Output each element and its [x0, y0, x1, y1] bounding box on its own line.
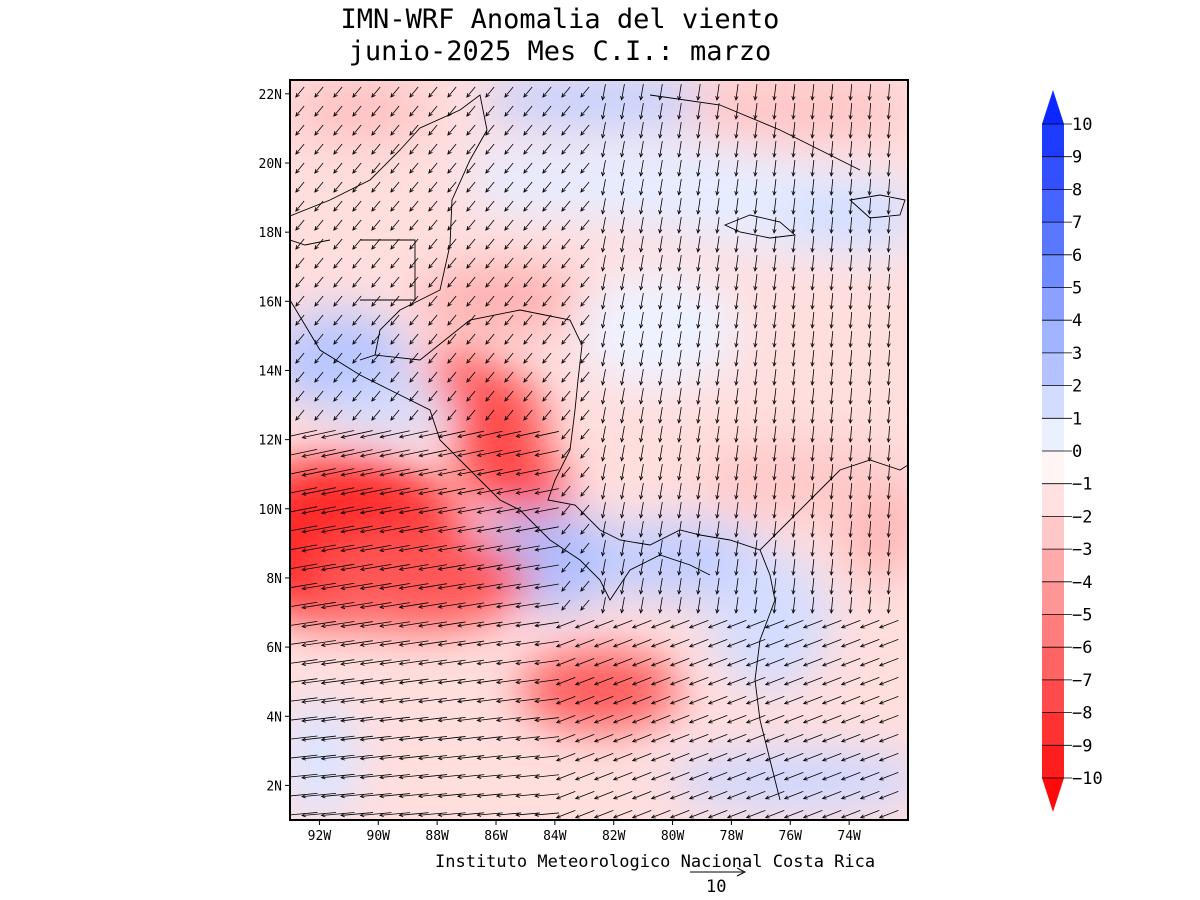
colorbar-under-arrow — [1042, 778, 1064, 812]
lat-tick-label: 16N — [259, 295, 282, 310]
colorbar-swatch — [1042, 156, 1064, 190]
colorbar-level-label: −7 — [1072, 671, 1092, 691]
colorbar-level-label: 9 — [1072, 148, 1082, 168]
wind-vector-field — [290, 83, 899, 819]
lat-tick-label: 18N — [259, 226, 282, 241]
lon-tick-label: 88W — [425, 829, 449, 844]
colorbar-swatch — [1042, 222, 1064, 255]
colorbar-level-label: 6 — [1072, 246, 1082, 266]
colorbar-level-label: −3 — [1072, 540, 1092, 560]
colorbar-level-label: 1 — [1072, 409, 1082, 429]
reference-vector — [690, 867, 747, 877]
map-title-line-1: IMN-WRF Anomalia del viento — [340, 4, 780, 35]
lon-tick-label: 76W — [779, 829, 803, 844]
lat-tick-label: 10N — [259, 503, 282, 518]
colorbar-swatch — [1042, 516, 1064, 550]
colorbar-level-label: 3 — [1072, 344, 1082, 364]
colorbar-level-label: −5 — [1072, 606, 1092, 626]
lon-tick-label: 84W — [543, 829, 567, 844]
colorbar-swatch — [1042, 712, 1064, 746]
credit-text: Instituto Meteorologico Nacional Costa R… — [435, 852, 876, 872]
lat-tick-label: 20N — [259, 157, 282, 172]
colorbar-level-label: 5 — [1072, 279, 1082, 299]
colorbar-level-label: −4 — [1072, 573, 1092, 593]
colorbar-swatch — [1042, 451, 1064, 484]
colorbar-level-label: 8 — [1072, 180, 1082, 200]
colorbar-swatch — [1042, 647, 1064, 680]
lat-tick-label: 12N — [259, 434, 282, 449]
lat-tick-label: 8N — [266, 572, 282, 587]
lon-tick-label: 82W — [602, 829, 626, 844]
colorbar-swatch — [1042, 124, 1064, 157]
colorbar-level-label: 2 — [1072, 377, 1082, 397]
colorbar-over-arrow — [1042, 90, 1064, 124]
colorbar-level-label: 7 — [1072, 213, 1082, 233]
colorbar-swatch — [1042, 483, 1064, 517]
lat-tick-label: 6N — [266, 641, 282, 656]
map-title-line-2: junio-2025 Mes C.I.: marzo — [348, 36, 772, 67]
colorbar-level-label: −1 — [1072, 475, 1092, 495]
lon-tick-label: 78W — [720, 829, 744, 844]
colorbar-swatch — [1042, 320, 1064, 353]
colorbar-level-label: −6 — [1072, 638, 1092, 658]
lon-tick-label: 90W — [367, 829, 391, 844]
coastlines — [290, 94, 908, 801]
colorbar-swatch — [1042, 254, 1064, 288]
colorbar-level-label: 4 — [1072, 311, 1082, 331]
colorbar-level-label: 0 — [1072, 442, 1082, 462]
lat-tick-label: 2N — [266, 779, 282, 794]
anomaly-shading — [290, 80, 908, 820]
lon-tick-label: 80W — [661, 829, 685, 844]
latitude-axis: 2N 4N 6N 8N 10N 12N 14N 16N 18N 20N 22N — [259, 88, 290, 794]
colorbar-level-label: −10 — [1072, 769, 1103, 789]
lat-tick-label: 14N — [259, 364, 282, 379]
reference-vector-label: 10 — [706, 877, 727, 897]
colorbar-swatch — [1042, 614, 1064, 648]
lat-tick-label: 22N — [259, 88, 282, 103]
colorbar-swatch — [1042, 352, 1064, 386]
map-frame — [289, 79, 909, 821]
longitude-axis: 92W 90W 88W 86W 84W 82W 80W 78W 76W 74W — [308, 820, 861, 844]
lat-tick-label: 4N — [266, 710, 282, 725]
colorbar-swatch — [1042, 549, 1064, 582]
colorbar-level-label: 10 — [1072, 115, 1092, 135]
colorbar-level-label: −8 — [1072, 704, 1092, 724]
colorbar-swatch — [1042, 581, 1064, 615]
colorbar-level-label: −2 — [1072, 507, 1092, 527]
colorbar-level-label: −9 — [1072, 736, 1092, 756]
colorbar-swatch — [1042, 189, 1064, 223]
colorbar-swatch — [1042, 385, 1064, 419]
colorbar-swatch — [1042, 287, 1064, 321]
colorbar-swatch — [1042, 418, 1064, 451]
lon-tick-label: 74W — [837, 829, 861, 844]
lon-tick-label: 86W — [484, 829, 508, 844]
colorbar-swatch — [1042, 679, 1064, 713]
colorbar-swatch — [1042, 745, 1064, 778]
lon-tick-label: 92W — [308, 829, 332, 844]
